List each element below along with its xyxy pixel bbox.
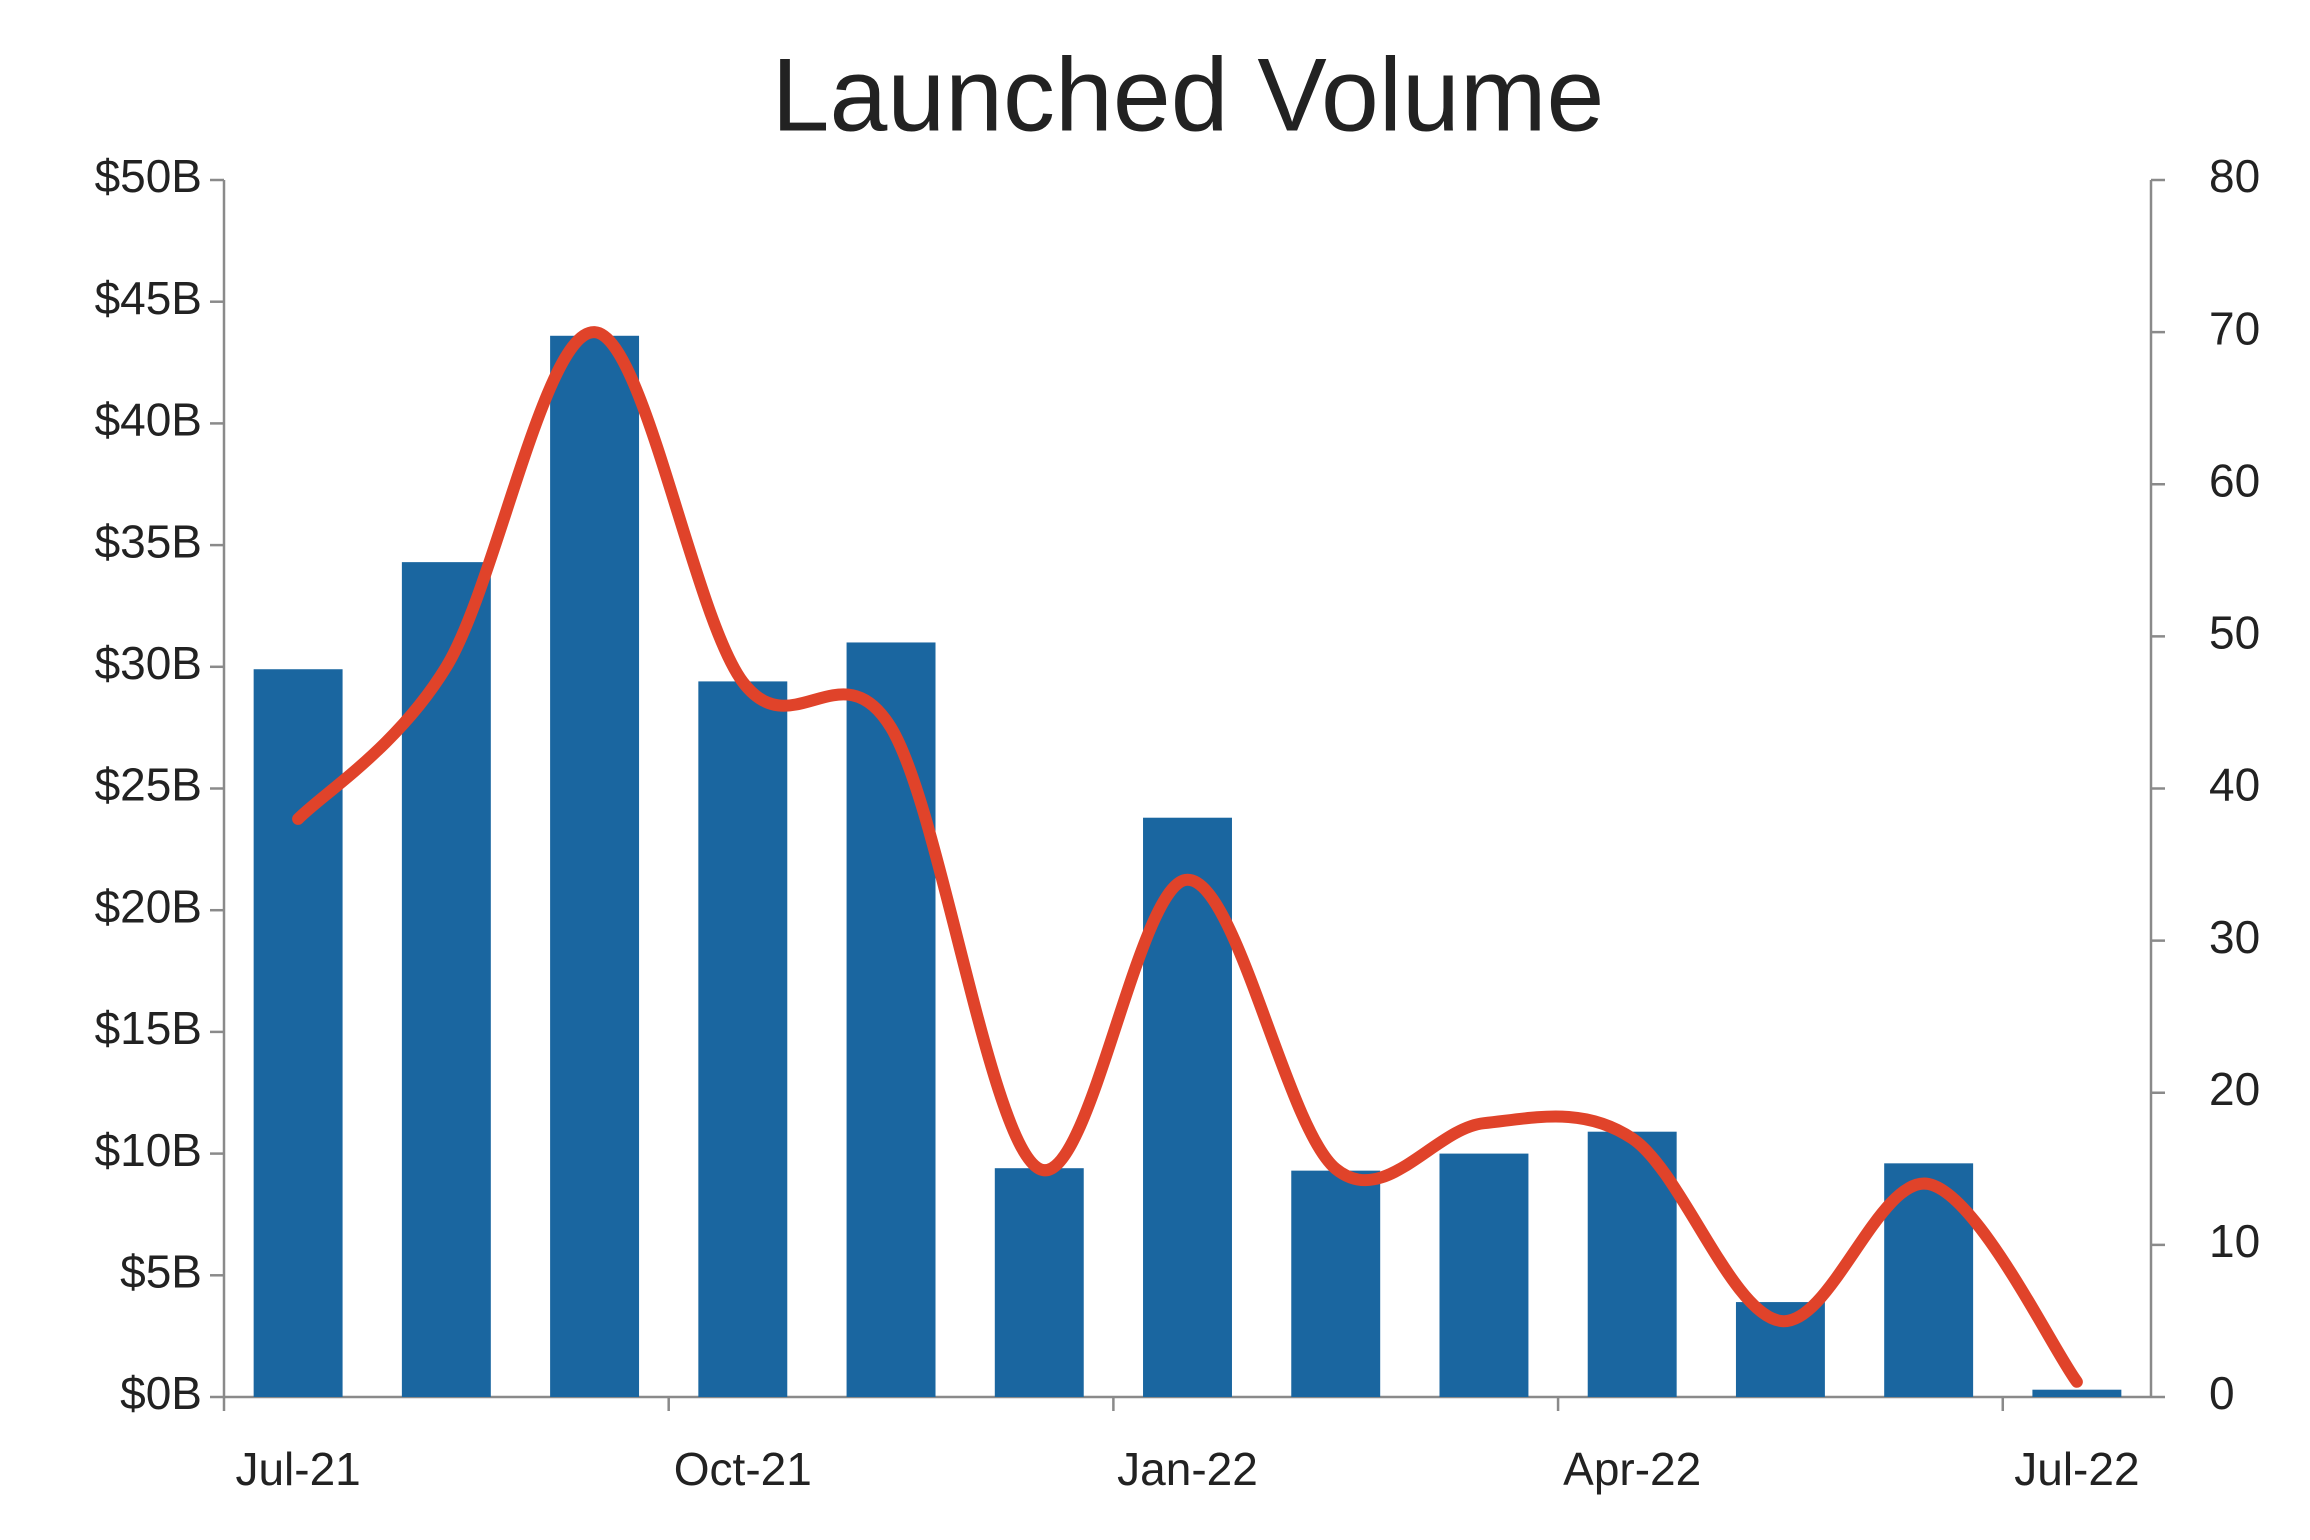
bar xyxy=(1439,1153,1529,1397)
x-tick-label: Oct-21 xyxy=(674,1443,812,1495)
y2-tick-label: 70 xyxy=(2209,302,2260,354)
bar xyxy=(401,562,491,1397)
y2-tick-label: 30 xyxy=(2209,911,2260,963)
y2-tick-label: 10 xyxy=(2209,1215,2260,1267)
y-tick-label: $35B xyxy=(95,515,202,567)
bar xyxy=(253,669,343,1397)
y2-tick-label: 0 xyxy=(2209,1367,2235,1419)
y-tick-label: $25B xyxy=(95,759,202,811)
bar xyxy=(698,681,788,1397)
bar xyxy=(550,335,640,1397)
y2-tick-label: 40 xyxy=(2209,759,2260,811)
y2-tick-label: 50 xyxy=(2209,607,2260,659)
bar xyxy=(1291,1170,1381,1397)
y2-tick-label: 60 xyxy=(2209,454,2260,506)
chart-title: Launched Volume xyxy=(772,37,1605,153)
y-tick-label: $10B xyxy=(95,1124,202,1176)
y-tick-label: $20B xyxy=(95,880,202,932)
bar xyxy=(994,1168,1084,1397)
x-tick-label: Apr-22 xyxy=(1563,1443,1701,1495)
x-tick-label: Jul-21 xyxy=(235,1443,360,1495)
y-tick-label: $45B xyxy=(95,272,202,324)
y2-tick-label: 20 xyxy=(2209,1063,2260,1115)
bar xyxy=(2032,1389,2122,1397)
y2-tick-label: 80 xyxy=(2209,150,2260,202)
bar xyxy=(846,642,936,1397)
y-tick-label: $30B xyxy=(95,637,202,689)
y-tick-label: $0B xyxy=(120,1367,202,1419)
y-tick-label: $15B xyxy=(95,1002,202,1054)
x-tick-label: Jan-22 xyxy=(1117,1443,1258,1495)
y-tick-label: $40B xyxy=(95,394,202,446)
y-tick-label: $50B xyxy=(95,150,202,202)
line xyxy=(292,326,2083,1388)
x-tick-label: Jul-22 xyxy=(2014,1443,2139,1495)
y-tick-label: $5B xyxy=(120,1245,202,1297)
